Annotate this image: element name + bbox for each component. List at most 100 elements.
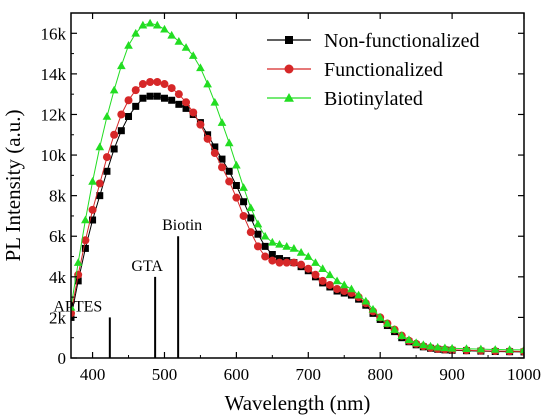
data-point-functionalized xyxy=(289,258,298,267)
data-point-biotinylated xyxy=(318,264,328,273)
data-point-biotinylated xyxy=(152,20,162,29)
data-point-functionalized xyxy=(203,134,212,143)
data-point-biotinylated xyxy=(440,343,450,352)
data-point-biotinylated xyxy=(519,345,524,354)
data-point-functionalized xyxy=(131,86,140,95)
data-point-non-functionalized xyxy=(153,92,161,100)
data-point-functionalized xyxy=(311,270,320,279)
y-tick-label: 14k xyxy=(41,65,67,84)
data-point-biotinylated xyxy=(447,343,457,352)
data-point-biotinylated xyxy=(505,345,514,353)
legend-label: Biotinylated xyxy=(324,88,423,110)
data-point-functionalized xyxy=(167,84,176,93)
data-point-biotinylated xyxy=(411,338,421,347)
data-point-functionalized xyxy=(160,80,169,89)
data-point-functionalized xyxy=(297,260,306,269)
x-tick-label: 1000 xyxy=(507,365,541,384)
data-point-biotinylated xyxy=(476,344,486,353)
x-tick-label: 600 xyxy=(224,365,250,384)
data-point-biotinylated xyxy=(347,284,356,293)
data-point-biotinylated xyxy=(289,244,299,252)
data-point-functionalized xyxy=(268,256,277,265)
legend-item-functionalized: Functionalized xyxy=(267,59,443,81)
data-point-biotinylated xyxy=(332,276,342,285)
data-point-functionalized xyxy=(325,280,334,289)
data-point-biotinylated xyxy=(490,345,500,353)
data-point-functionalized xyxy=(117,110,126,119)
data-point-biotinylated xyxy=(404,335,414,344)
data-point-biotinylated xyxy=(167,30,177,39)
data-point-non-functionalized xyxy=(232,182,240,189)
data-point-biotinylated xyxy=(383,319,392,327)
data-point-biotinylated xyxy=(109,85,119,94)
annotation-label-aptes: APTES xyxy=(53,298,102,315)
data-point-biotinylated xyxy=(282,241,292,250)
y-tick-label: 8k xyxy=(49,187,67,206)
data-point-biotinylated xyxy=(138,20,148,29)
data-point-functionalized xyxy=(124,96,133,105)
data-point-biotinylated xyxy=(325,270,335,279)
data-point-biotinylated xyxy=(368,304,378,313)
data-point-biotinylated xyxy=(188,51,198,59)
data-point-non-functionalized xyxy=(81,244,89,252)
data-point-non-functionalized xyxy=(254,230,262,238)
data-point-biotinylated xyxy=(339,280,349,289)
data-point-biotinylated xyxy=(311,258,320,266)
legend-label: Functionalized xyxy=(324,59,443,81)
data-point-biotinylated xyxy=(296,248,306,256)
data-point-non-functionalized xyxy=(175,100,183,108)
data-point-non-functionalized xyxy=(160,94,168,102)
data-point-non-functionalized xyxy=(89,216,97,224)
data-point-biotinylated xyxy=(95,142,105,151)
data-point-biotinylated xyxy=(181,43,191,51)
y-tick-label: 4k xyxy=(49,268,67,287)
data-point-biotinylated xyxy=(232,160,241,169)
data-point-non-functionalized xyxy=(125,113,133,120)
data-point-functionalized xyxy=(196,120,205,129)
x-tick-label: 800 xyxy=(367,365,393,384)
data-point-biotinylated xyxy=(246,203,256,212)
data-point-functionalized xyxy=(304,264,313,273)
y-tick-label: 6k xyxy=(49,227,67,246)
data-point-biotinylated xyxy=(375,313,385,321)
legend-label: Non-functionalized xyxy=(324,30,480,52)
data-point-non-functionalized xyxy=(117,127,125,135)
data-point-biotinylated xyxy=(390,325,399,333)
data-point-functionalized xyxy=(239,211,248,220)
data-point-non-functionalized xyxy=(168,96,176,104)
data-point-non-functionalized xyxy=(268,251,276,258)
data-point-biotinylated xyxy=(260,231,270,240)
data-point-biotinylated xyxy=(124,41,133,49)
series-line-biotinylated xyxy=(71,22,524,351)
data-point-biotinylated xyxy=(203,79,212,88)
legend-item-biotinylated: Biotinylated xyxy=(267,88,423,110)
data-point-functionalized xyxy=(275,258,284,267)
data-point-biotinylated xyxy=(267,237,277,246)
data-point-non-functionalized xyxy=(96,192,104,200)
x-tick-label: 400 xyxy=(80,365,106,384)
plot-frame xyxy=(70,12,525,359)
data-point-functionalized xyxy=(253,242,262,251)
data-point-biotinylated xyxy=(418,340,428,349)
data-point-biotinylated xyxy=(426,341,435,350)
legend: Non-functionalized Functionalized Biotinyl… xyxy=(267,30,480,110)
data-point-biotinylated xyxy=(354,290,363,299)
plot-area xyxy=(71,18,524,356)
data-point-non-functionalized xyxy=(74,277,82,285)
data-point-biotinylated xyxy=(196,63,205,72)
data-point-non-functionalized xyxy=(247,214,255,222)
y-tick-label: 2k xyxy=(49,308,67,327)
series-line-non-functionalized xyxy=(71,95,524,353)
data-point-biotinylated xyxy=(145,18,155,27)
y-axis-label: PL Intensity (a.u.) xyxy=(1,109,25,261)
x-axis-label: Wavelength (nm) xyxy=(225,391,371,415)
data-point-functionalized xyxy=(146,78,155,86)
data-point-biotinylated xyxy=(397,331,407,339)
data-point-non-functionalized xyxy=(204,131,212,139)
data-point-functionalized xyxy=(210,149,219,158)
data-point-biotinylated xyxy=(88,177,97,185)
data-point-functionalized xyxy=(110,130,119,139)
data-point-biotinylated xyxy=(433,342,443,351)
legend-marker xyxy=(284,64,294,74)
